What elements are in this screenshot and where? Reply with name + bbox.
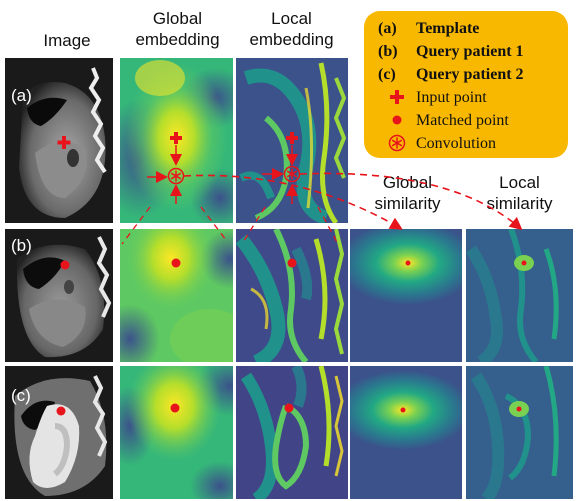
local-similarity-query-2-svg — [466, 366, 573, 499]
legend-text-query-2: Query patient 2 — [416, 66, 524, 83]
header-local-embedding-line1: Local — [271, 9, 312, 28]
header-global-embedding-line2: embedding — [135, 30, 220, 49]
header-image: Image — [22, 30, 112, 51]
global-embedding-query-1-svg — [120, 229, 233, 362]
local-similarity-query-1 — [466, 229, 573, 362]
global-similarity-query-2-svg — [350, 366, 462, 499]
legend-key-b: (b) — [378, 43, 398, 60]
local-embedding-template-svg — [236, 58, 348, 223]
header-image-text: Image — [43, 31, 91, 50]
ct-image-template — [5, 58, 113, 223]
legend-item-convolution: Convolution — [378, 134, 496, 154]
legend-key-a: (a) — [378, 20, 397, 37]
legend-text-query-1: Query patient 1 — [416, 43, 524, 60]
legend-item-input-point: Input point — [378, 88, 487, 108]
local-similarity-query-1-svg — [466, 229, 573, 362]
legend-text-input-point: Input point — [416, 89, 487, 106]
global-embedding-query-1 — [120, 229, 233, 362]
local-embedding-query-1-svg — [236, 229, 348, 362]
convolution-marker-icon — [378, 134, 416, 154]
global-similarity-query-1-svg — [350, 229, 462, 362]
ct-image-query-1-svg — [5, 229, 113, 362]
legend-item-query-2: (c) Query patient 2 — [378, 65, 524, 85]
global-embedding-template-svg — [120, 58, 233, 223]
row-label-b-text: (b) — [11, 236, 32, 255]
global-embedding-query-2-svg — [120, 366, 233, 499]
global-embedding-template — [120, 58, 233, 223]
header-global-similarity: Global similarity — [350, 172, 465, 214]
header-global-similarity-line2: similarity — [374, 194, 441, 213]
row-label-a-text: (a) — [11, 86, 32, 105]
dot-marker-icon — [378, 111, 416, 131]
ct-image-template-svg — [5, 58, 113, 223]
global-embedding-query-2 — [120, 366, 233, 499]
header-global-embedding: Global embedding — [120, 8, 235, 50]
row-label-c-text: (c) — [11, 386, 31, 405]
row-label-c: (c) — [11, 386, 31, 406]
legend-item-matched-point: Matched point — [378, 111, 509, 131]
plus-marker-icon — [378, 88, 416, 108]
legend-item-query-1: (b) Query patient 1 — [378, 42, 524, 62]
local-embedding-query-2-svg — [236, 366, 348, 499]
local-embedding-query-2 — [236, 366, 348, 499]
local-similarity-query-2 — [466, 366, 573, 499]
ct-image-query-1 — [5, 229, 113, 362]
row-label-b: (b) — [11, 236, 32, 256]
legend-text-convolution: Convolution — [416, 135, 497, 152]
ct-image-query-2-svg — [5, 366, 113, 499]
header-global-embedding-line1: Global — [152, 9, 203, 28]
header-global-similarity-line1: Global — [382, 173, 433, 192]
header-local-embedding: Local embedding — [234, 8, 349, 50]
legend-text-template: Template — [416, 20, 480, 37]
header-local-embedding-line2: embedding — [249, 30, 334, 49]
legend-box: (a) Template (b) Query patient 1 (c) Query … — [364, 11, 568, 158]
header-local-similarity: Local similarity — [462, 172, 577, 214]
row-label-a: (a) — [11, 86, 32, 106]
local-embedding-query-1 — [236, 229, 348, 362]
legend-text-matched-point: Matched point — [416, 112, 509, 129]
legend-item-template: (a) Template — [378, 19, 479, 39]
local-embedding-template — [236, 58, 348, 223]
global-similarity-query-1 — [350, 229, 462, 362]
header-local-similarity-line1: Local — [499, 173, 540, 192]
global-similarity-query-2 — [350, 366, 462, 499]
ct-image-query-2 — [5, 366, 113, 499]
legend-key-c: (c) — [378, 66, 396, 83]
header-local-similarity-line2: similarity — [486, 194, 553, 213]
